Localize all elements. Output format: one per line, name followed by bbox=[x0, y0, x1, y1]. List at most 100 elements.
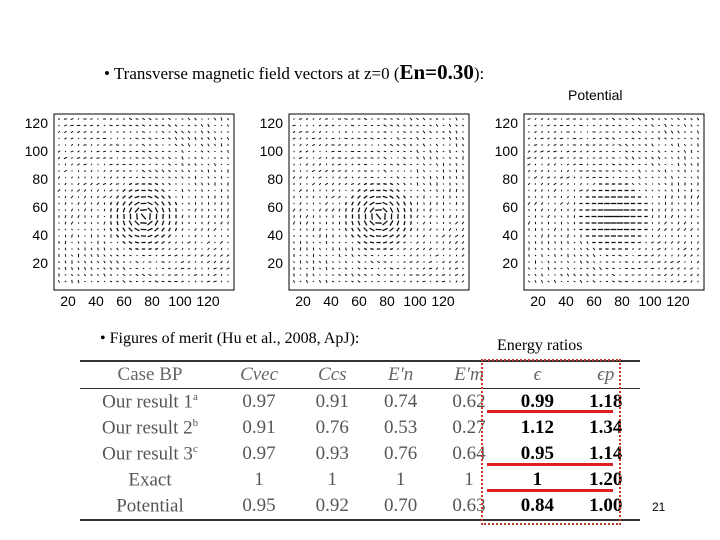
y-tick-label: 80 bbox=[502, 171, 518, 187]
y-tick-label: 100 bbox=[260, 143, 284, 159]
en-value: En=0.30 bbox=[399, 60, 474, 84]
cell: 1 bbox=[254, 469, 264, 490]
y-tick-label: 40 bbox=[267, 227, 283, 243]
x-tick-label: 20 bbox=[60, 293, 76, 309]
y-tick-label: 40 bbox=[32, 227, 48, 243]
y-tick-label: 80 bbox=[32, 171, 48, 187]
cell-eps: 0.84 bbox=[520, 495, 555, 516]
cell-eps: 0.95 bbox=[520, 443, 555, 464]
vector-plot-2: 120 100 80 60 40 20 20 40 60 80 100 120 bbox=[243, 106, 473, 312]
cell: 0.93 bbox=[315, 443, 349, 464]
cell-epsp: 1.20 bbox=[589, 469, 623, 490]
x-tick-label: 20 bbox=[295, 293, 311, 309]
y-tick-label: 60 bbox=[32, 199, 48, 215]
cell: 0.92 bbox=[315, 495, 349, 516]
x-tick-label: 60 bbox=[351, 293, 367, 309]
x-tick-label: 40 bbox=[323, 293, 339, 309]
cell: 1 bbox=[395, 469, 406, 490]
cell: 0.63 bbox=[452, 495, 486, 516]
red-underline bbox=[487, 410, 613, 413]
red-underline bbox=[487, 463, 613, 466]
plot-frame bbox=[523, 113, 705, 291]
y-tick-label: 20 bbox=[267, 255, 283, 271]
plot-frame bbox=[53, 113, 235, 291]
table-row: Our result 3c 0.97 0.93 0.76 0.64 0.95 1… bbox=[80, 441, 640, 467]
table-row: Exact 1 1 1 1 1 1.20 bbox=[80, 467, 640, 493]
vector-plot-3: 120 100 80 60 40 20 20 40 60 80 100 120 bbox=[478, 106, 708, 312]
cell-epsp: 1.00 bbox=[589, 495, 623, 516]
red-underline bbox=[487, 489, 613, 492]
vector-field bbox=[292, 117, 465, 284]
energy-ratios-caption: Energy ratios bbox=[497, 337, 583, 354]
cell: 0.27 bbox=[452, 417, 486, 438]
cell-epsp: 1.18 bbox=[589, 391, 623, 412]
y-tick-label: 20 bbox=[32, 255, 48, 271]
plot-frame bbox=[288, 113, 470, 291]
x-tick-label: 60 bbox=[586, 293, 602, 309]
vector-plot-1: 120 100 80 60 40 20 20 40 60 80 100 120 bbox=[8, 106, 238, 312]
cell: 0.76 bbox=[315, 417, 349, 438]
x-tick-label: 40 bbox=[88, 293, 104, 309]
table-row: Potential 0.95 0.92 0.70 0.63 0.84 1.00 bbox=[80, 493, 640, 520]
x-tick-label: 60 bbox=[116, 293, 132, 309]
cell: 0.95 bbox=[242, 495, 276, 516]
header-epsp: ϵp bbox=[597, 364, 615, 385]
cell-eps: 1 bbox=[532, 469, 543, 490]
row-name: Our result 3c bbox=[102, 442, 198, 465]
x-tick-label: 120 bbox=[666, 293, 690, 309]
x-tick-label: 80 bbox=[144, 293, 160, 309]
slide-title: • Transverse magnetic field vectors at z… bbox=[104, 60, 485, 84]
cell: 0.62 bbox=[452, 391, 486, 412]
y-tick-label: 120 bbox=[25, 115, 49, 131]
y-tick-label: 100 bbox=[25, 143, 49, 159]
x-tick-label: 100 bbox=[403, 293, 427, 309]
cell-epsp: 1.34 bbox=[589, 417, 623, 438]
y-tick-label: 120 bbox=[260, 115, 284, 131]
y-tick-label: 80 bbox=[267, 171, 283, 187]
row-name: Exact bbox=[128, 469, 172, 491]
x-tick-label: 40 bbox=[558, 293, 574, 309]
cell: 0.97 bbox=[242, 391, 276, 412]
row-name: Our result 1a bbox=[102, 390, 198, 413]
figures-of-merit-table: Case BP Cvec Ccs E′n E′m ϵ ϵp Our result… bbox=[80, 360, 640, 521]
potential-caption: Potential bbox=[568, 87, 623, 103]
figures-of-merit-caption: • Figures of merit (Hu et al., 2008, ApJ… bbox=[100, 330, 360, 347]
cell-eps: 1.12 bbox=[520, 417, 555, 438]
y-tick-label: 40 bbox=[502, 227, 518, 243]
x-tick-label: 80 bbox=[614, 293, 630, 309]
cell-epsp: 1.14 bbox=[589, 443, 623, 464]
cell: 1 bbox=[327, 469, 338, 490]
x-tick-label: 20 bbox=[530, 293, 546, 309]
cell: 1 bbox=[464, 469, 474, 490]
cell: 0.76 bbox=[384, 443, 418, 464]
table-header-row: Case BP Cvec Ccs E′n E′m ϵ ϵp bbox=[80, 361, 640, 389]
x-tick-label: 120 bbox=[196, 293, 220, 309]
cell: 0.91 bbox=[242, 417, 276, 438]
cell: 0.64 bbox=[452, 443, 486, 464]
row-name: Our result 2b bbox=[101, 416, 199, 439]
header-em: E′m bbox=[454, 364, 484, 385]
row-name: Potential bbox=[116, 495, 184, 517]
header-eps: ϵ bbox=[533, 364, 542, 385]
y-tick-label: 100 bbox=[495, 143, 519, 159]
x-tick-label: 100 bbox=[168, 293, 192, 309]
x-tick-label: 120 bbox=[431, 293, 455, 309]
slide-number: 21 bbox=[652, 500, 666, 514]
table-row: Our result 1a 0.97 0.91 0.74 0.62 0.99 1… bbox=[80, 389, 640, 416]
vector-field bbox=[57, 117, 230, 284]
cell: 0.97 bbox=[242, 443, 276, 464]
table-row: Our result 2b 0.91 0.76 0.53 0.27 1.12 1… bbox=[80, 415, 640, 441]
header-en: E′n bbox=[388, 364, 414, 385]
cell: 0.70 bbox=[384, 495, 418, 516]
y-tick-label: 20 bbox=[502, 255, 518, 271]
header-cvec: Cvec bbox=[240, 364, 279, 385]
x-tick-label: 80 bbox=[379, 293, 395, 309]
cell: 0.53 bbox=[384, 417, 418, 438]
x-tick-label: 100 bbox=[638, 293, 662, 309]
vector-field bbox=[527, 117, 700, 284]
cell: 0.74 bbox=[384, 391, 418, 412]
cell: 0.91 bbox=[315, 391, 349, 412]
y-tick-label: 120 bbox=[495, 115, 519, 131]
header-case: Case BP bbox=[117, 364, 183, 385]
header-ccs: Ccs bbox=[318, 364, 347, 385]
